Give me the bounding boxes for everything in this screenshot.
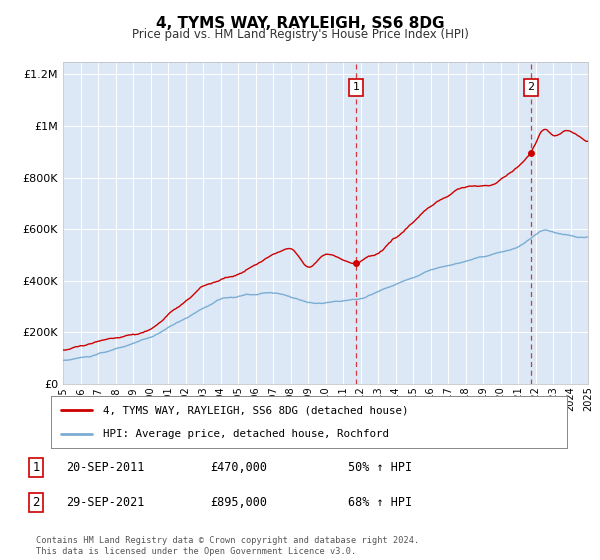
Text: 68% ↑ HPI: 68% ↑ HPI (348, 496, 412, 509)
Text: 29-SEP-2021: 29-SEP-2021 (66, 496, 145, 509)
Text: Contains HM Land Registry data © Crown copyright and database right 2024.
This d: Contains HM Land Registry data © Crown c… (36, 536, 419, 556)
Text: 2: 2 (32, 496, 40, 509)
Text: 4, TYMS WAY, RAYLEIGH, SS6 8DG: 4, TYMS WAY, RAYLEIGH, SS6 8DG (156, 16, 444, 31)
Text: 1: 1 (32, 461, 40, 474)
Text: 2: 2 (527, 82, 535, 92)
Text: Price paid vs. HM Land Registry's House Price Index (HPI): Price paid vs. HM Land Registry's House … (131, 28, 469, 41)
Text: 1: 1 (353, 82, 359, 92)
Text: 4, TYMS WAY, RAYLEIGH, SS6 8DG (detached house): 4, TYMS WAY, RAYLEIGH, SS6 8DG (detached… (103, 405, 408, 416)
Text: 50% ↑ HPI: 50% ↑ HPI (348, 461, 412, 474)
Text: £470,000: £470,000 (210, 461, 267, 474)
Text: HPI: Average price, detached house, Rochford: HPI: Average price, detached house, Roch… (103, 429, 389, 439)
Text: 20-SEP-2011: 20-SEP-2011 (66, 461, 145, 474)
Text: £895,000: £895,000 (210, 496, 267, 509)
